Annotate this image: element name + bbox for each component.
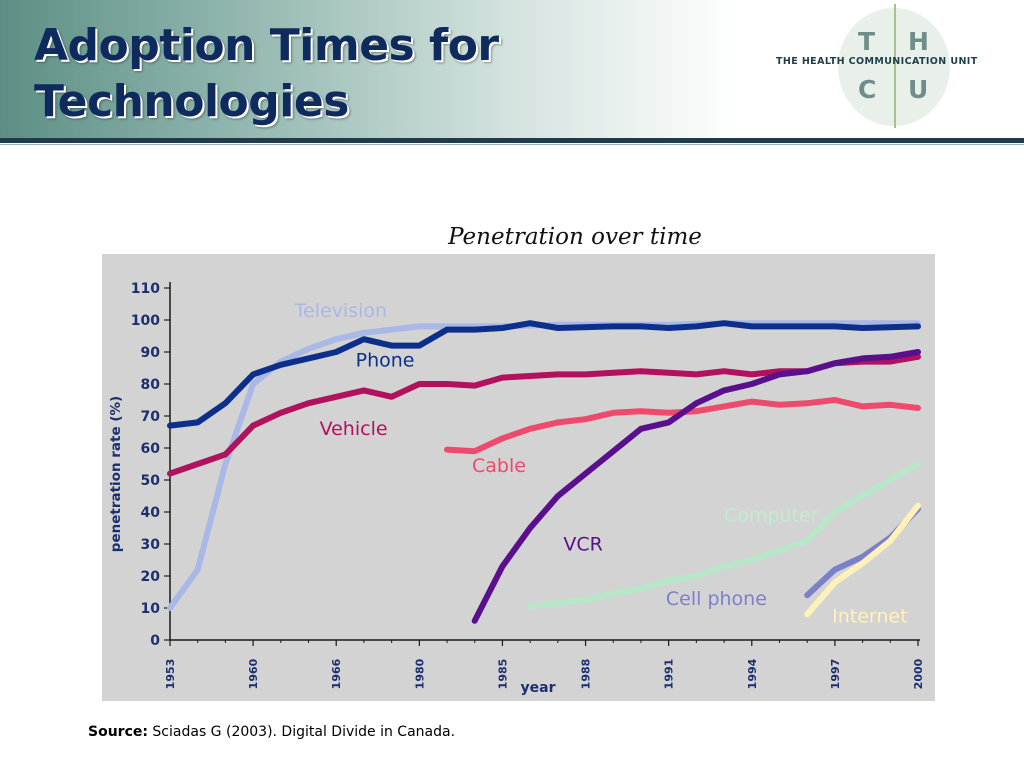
chart-title: Penetration over time (448, 224, 702, 250)
series-line-computer (527, 461, 921, 610)
slide-title: Adoption Times for Technologies (34, 18, 499, 130)
y-tick-label: 100 (131, 313, 160, 329)
header-divider-thin (0, 144, 1024, 145)
series-line-television (167, 320, 921, 611)
series-label-vehicle: Vehicle (320, 418, 388, 440)
x-tick-label: 1985 (496, 659, 509, 690)
series-label-cell-phone: Cell phone (666, 588, 767, 610)
y-tick-label: 0 (150, 633, 160, 649)
source-label: Source: (88, 724, 148, 740)
x-tick-label: 1994 (746, 658, 759, 689)
logo-letter-c: C (858, 75, 877, 104)
y-axis-title: penetration rate (%) (108, 396, 124, 552)
x-tick-label: 1960 (247, 658, 260, 689)
y-tick-label: 30 (141, 537, 161, 553)
y-tick-label: 90 (141, 345, 161, 361)
logo-letter-t: T (858, 27, 876, 56)
series-label-computer: Computer (724, 505, 819, 527)
logo-letter-h: H (908, 27, 929, 56)
chart-series (167, 320, 921, 624)
y-tick-label: 70 (141, 409, 161, 425)
y-tick-label: 110 (131, 281, 160, 297)
logo-unit-text: THE HEALTH COMMUNICATION UNIT (776, 56, 978, 67)
y-tick-label: 50 (141, 473, 161, 489)
header-divider (0, 138, 1024, 143)
y-tick-label: 80 (141, 377, 161, 393)
series-line-phone (167, 320, 921, 429)
chart-axes: 0 10 20 30 40 50 60 70 80 90 100 110 1953 1960 1966 198… (108, 281, 925, 696)
x-axis-title: year (521, 680, 556, 696)
series-line-vcr (471, 349, 921, 624)
x-tick-label: 1966 (330, 658, 343, 689)
y-tick-label: 20 (141, 569, 161, 585)
x-tick-label: 1991 (663, 659, 676, 690)
series-line-internet (804, 502, 921, 618)
series-label-internet: Internet (832, 605, 907, 627)
chart-legend-labels: Television Phone Vehicle Cable VCR Computer Ce… (294, 300, 908, 628)
slide-title-line2: Technologies (34, 76, 349, 127)
series-label-vcr: VCR (563, 533, 602, 555)
series-label-cable: Cable (472, 455, 526, 477)
logo-letter-u: U (908, 75, 929, 104)
x-tick-label: 2000 (912, 658, 925, 689)
slide-title-line1: Adoption Times for (34, 20, 499, 71)
y-tick-label: 60 (141, 441, 161, 457)
y-tick-label: 10 (141, 601, 161, 617)
source-text: Sciadas G (2003). Digital Divide in Cana… (152, 724, 456, 740)
x-tick-label: 1953 (164, 659, 177, 690)
series-label-television: Television (294, 300, 387, 322)
x-tick-label: 1988 (580, 659, 593, 690)
logo-divider (894, 4, 896, 128)
series-label-phone: Phone (356, 349, 415, 371)
y-tick-label: 40 (141, 505, 161, 521)
penetration-chart: 0 10 20 30 40 50 60 70 80 90 100 110 1953 1960 1966 198… (102, 254, 935, 701)
source-citation: Source: Sciadas G (2003). Digital Divide… (88, 724, 455, 740)
x-tick-label: 1980 (413, 658, 426, 689)
x-tick-label: 1997 (829, 659, 842, 690)
